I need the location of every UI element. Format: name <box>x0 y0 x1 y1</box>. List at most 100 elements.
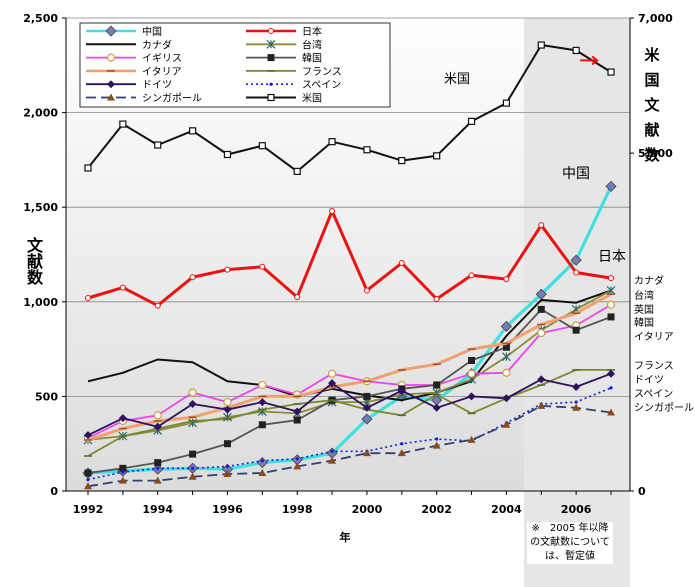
marker-日本 <box>503 276 510 283</box>
series-line-ドイツ <box>87 372 612 437</box>
right-label-フランス: フランス <box>634 360 674 372</box>
marker-韓国 <box>433 381 441 389</box>
marker-ドイツ <box>432 403 441 412</box>
series-米国 <box>84 41 615 175</box>
x-tick-label: 1992 <box>73 503 104 516</box>
marker-台湾 <box>606 286 616 295</box>
marker-米国 <box>223 150 232 159</box>
series-line-イギリス <box>87 303 612 439</box>
marker-日本 <box>329 207 336 214</box>
marker-イギリス <box>606 300 616 309</box>
marker-台湾 <box>266 39 276 49</box>
marker-シンガポール <box>607 408 615 416</box>
marker-米国 <box>293 167 301 175</box>
marker-韓国 <box>223 440 231 448</box>
marker-日本 <box>268 28 274 34</box>
legend-label-フランス: フランス <box>302 66 342 78</box>
marker-米国 <box>537 41 545 49</box>
y2-axis-title-char: 米 <box>644 46 660 64</box>
right-label-ドイツ: ドイツ <box>634 375 664 386</box>
marker-日本 <box>433 295 440 302</box>
y2-tick-label: 5,000 <box>638 147 673 160</box>
marker-中国 <box>570 254 582 266</box>
right-label-英国: 英国 <box>634 303 654 316</box>
series-ドイツ <box>84 369 615 440</box>
axes: 0 500 1,000 1,500 2,000 2,500 0 5,000 7,000 1992 1… <box>23 12 673 544</box>
marker-韓国 <box>154 459 162 467</box>
marker-シンガポール <box>153 476 162 484</box>
marker-イギリス <box>327 369 337 378</box>
marker-シンガポール <box>362 449 371 457</box>
marker-中国 <box>256 457 268 469</box>
marker-中国 <box>361 413 373 425</box>
y2-tick-label: 0 <box>638 485 646 498</box>
legend-label-イギリス: イギリス <box>142 53 182 65</box>
marker-イギリス <box>153 411 162 420</box>
marker-シンガポール <box>84 482 92 490</box>
marker-シンガポール <box>328 456 337 464</box>
marker-スペイン <box>609 386 613 390</box>
y2-tick-label: 7,000 <box>638 12 673 25</box>
marker-台湾 <box>501 352 511 362</box>
right-label-韓国: 韓国 <box>634 317 654 329</box>
y-tick-label: 0 <box>50 485 58 498</box>
legend-label-台湾: 台湾 <box>302 38 322 51</box>
marker-スペイン <box>574 400 578 404</box>
marker-日本 <box>363 287 370 294</box>
marker-米国 <box>328 138 336 146</box>
marker-韓国 <box>572 326 580 334</box>
marker-米国 <box>607 68 615 76</box>
marker-韓国 <box>607 313 615 321</box>
marker-シンガポール <box>107 93 115 101</box>
marker-日本 <box>85 295 91 302</box>
marker-韓国 <box>258 421 266 429</box>
marker-スペイン <box>330 449 334 453</box>
series-日本 <box>85 207 614 309</box>
legend-label-中国: 中国 <box>142 25 162 38</box>
marker-スペイン <box>121 470 125 474</box>
marker-シンガポール <box>572 403 581 411</box>
marker-イギリス <box>258 380 267 390</box>
marker-韓国 <box>363 392 371 400</box>
marker-米国 <box>84 164 92 172</box>
marker-イギリス <box>467 369 476 378</box>
y-axis-title-char: 文 <box>27 236 44 255</box>
marker-シンガポール <box>188 472 197 480</box>
marker-日本 <box>259 263 266 270</box>
series-line-韓国 <box>87 308 612 474</box>
marker-スペイン <box>86 478 90 482</box>
marker-ドイツ <box>293 407 302 416</box>
series-line-スペイン <box>87 387 612 481</box>
series-line-カナダ <box>87 289 612 402</box>
marker-米国 <box>258 142 266 150</box>
marker-日本 <box>398 260 405 267</box>
marker-米国 <box>572 46 580 55</box>
y-tick-label: 1,000 <box>23 296 58 309</box>
marker-スペイン <box>156 466 160 470</box>
marker-シンガポール <box>223 469 232 477</box>
marker-スペイン <box>260 459 264 463</box>
marker-スペイン <box>400 442 404 446</box>
marker-米国 <box>189 127 197 135</box>
x-tick-label: 2004 <box>491 503 522 516</box>
legend-label-日本: 日本 <box>302 25 322 38</box>
series-カナダ <box>87 289 612 402</box>
marker-ドイツ <box>84 431 92 440</box>
x-tick-label: 2002 <box>421 503 452 516</box>
series-line-シンガポール <box>87 405 612 488</box>
marker-ドイツ <box>397 386 406 395</box>
y2-axis-title-char: 数 <box>644 146 660 164</box>
marker-日本 <box>154 302 161 309</box>
x-tick-label: 2000 <box>352 503 383 516</box>
marker-米国 <box>154 141 162 149</box>
us-arrow <box>580 55 599 66</box>
marker-韓国 <box>293 416 301 424</box>
legend-label-スペイン: スペイン <box>302 80 341 91</box>
marker-ドイツ <box>607 369 615 378</box>
marker-シンガポール <box>537 401 546 409</box>
x-tick-label: 1998 <box>282 503 313 516</box>
marker-韓国 <box>84 469 92 477</box>
marker-ドイツ <box>223 405 232 414</box>
right-label-シンガポール: シンガポール <box>634 402 694 414</box>
